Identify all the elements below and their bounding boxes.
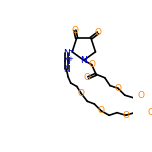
Text: −: − bbox=[67, 46, 73, 55]
Text: O: O bbox=[84, 73, 91, 82]
Text: O: O bbox=[98, 106, 105, 115]
Text: O: O bbox=[88, 60, 95, 69]
Text: O: O bbox=[122, 111, 129, 120]
Text: O: O bbox=[95, 28, 102, 37]
Text: O: O bbox=[78, 89, 85, 98]
Text: N: N bbox=[80, 56, 87, 65]
Text: N: N bbox=[63, 49, 70, 58]
Text: O: O bbox=[148, 108, 152, 117]
Text: N: N bbox=[63, 64, 70, 74]
Text: +: + bbox=[67, 55, 73, 62]
Text: O: O bbox=[137, 91, 144, 100]
Text: O: O bbox=[114, 84, 121, 93]
Text: N: N bbox=[63, 57, 70, 66]
Text: O: O bbox=[71, 26, 78, 35]
